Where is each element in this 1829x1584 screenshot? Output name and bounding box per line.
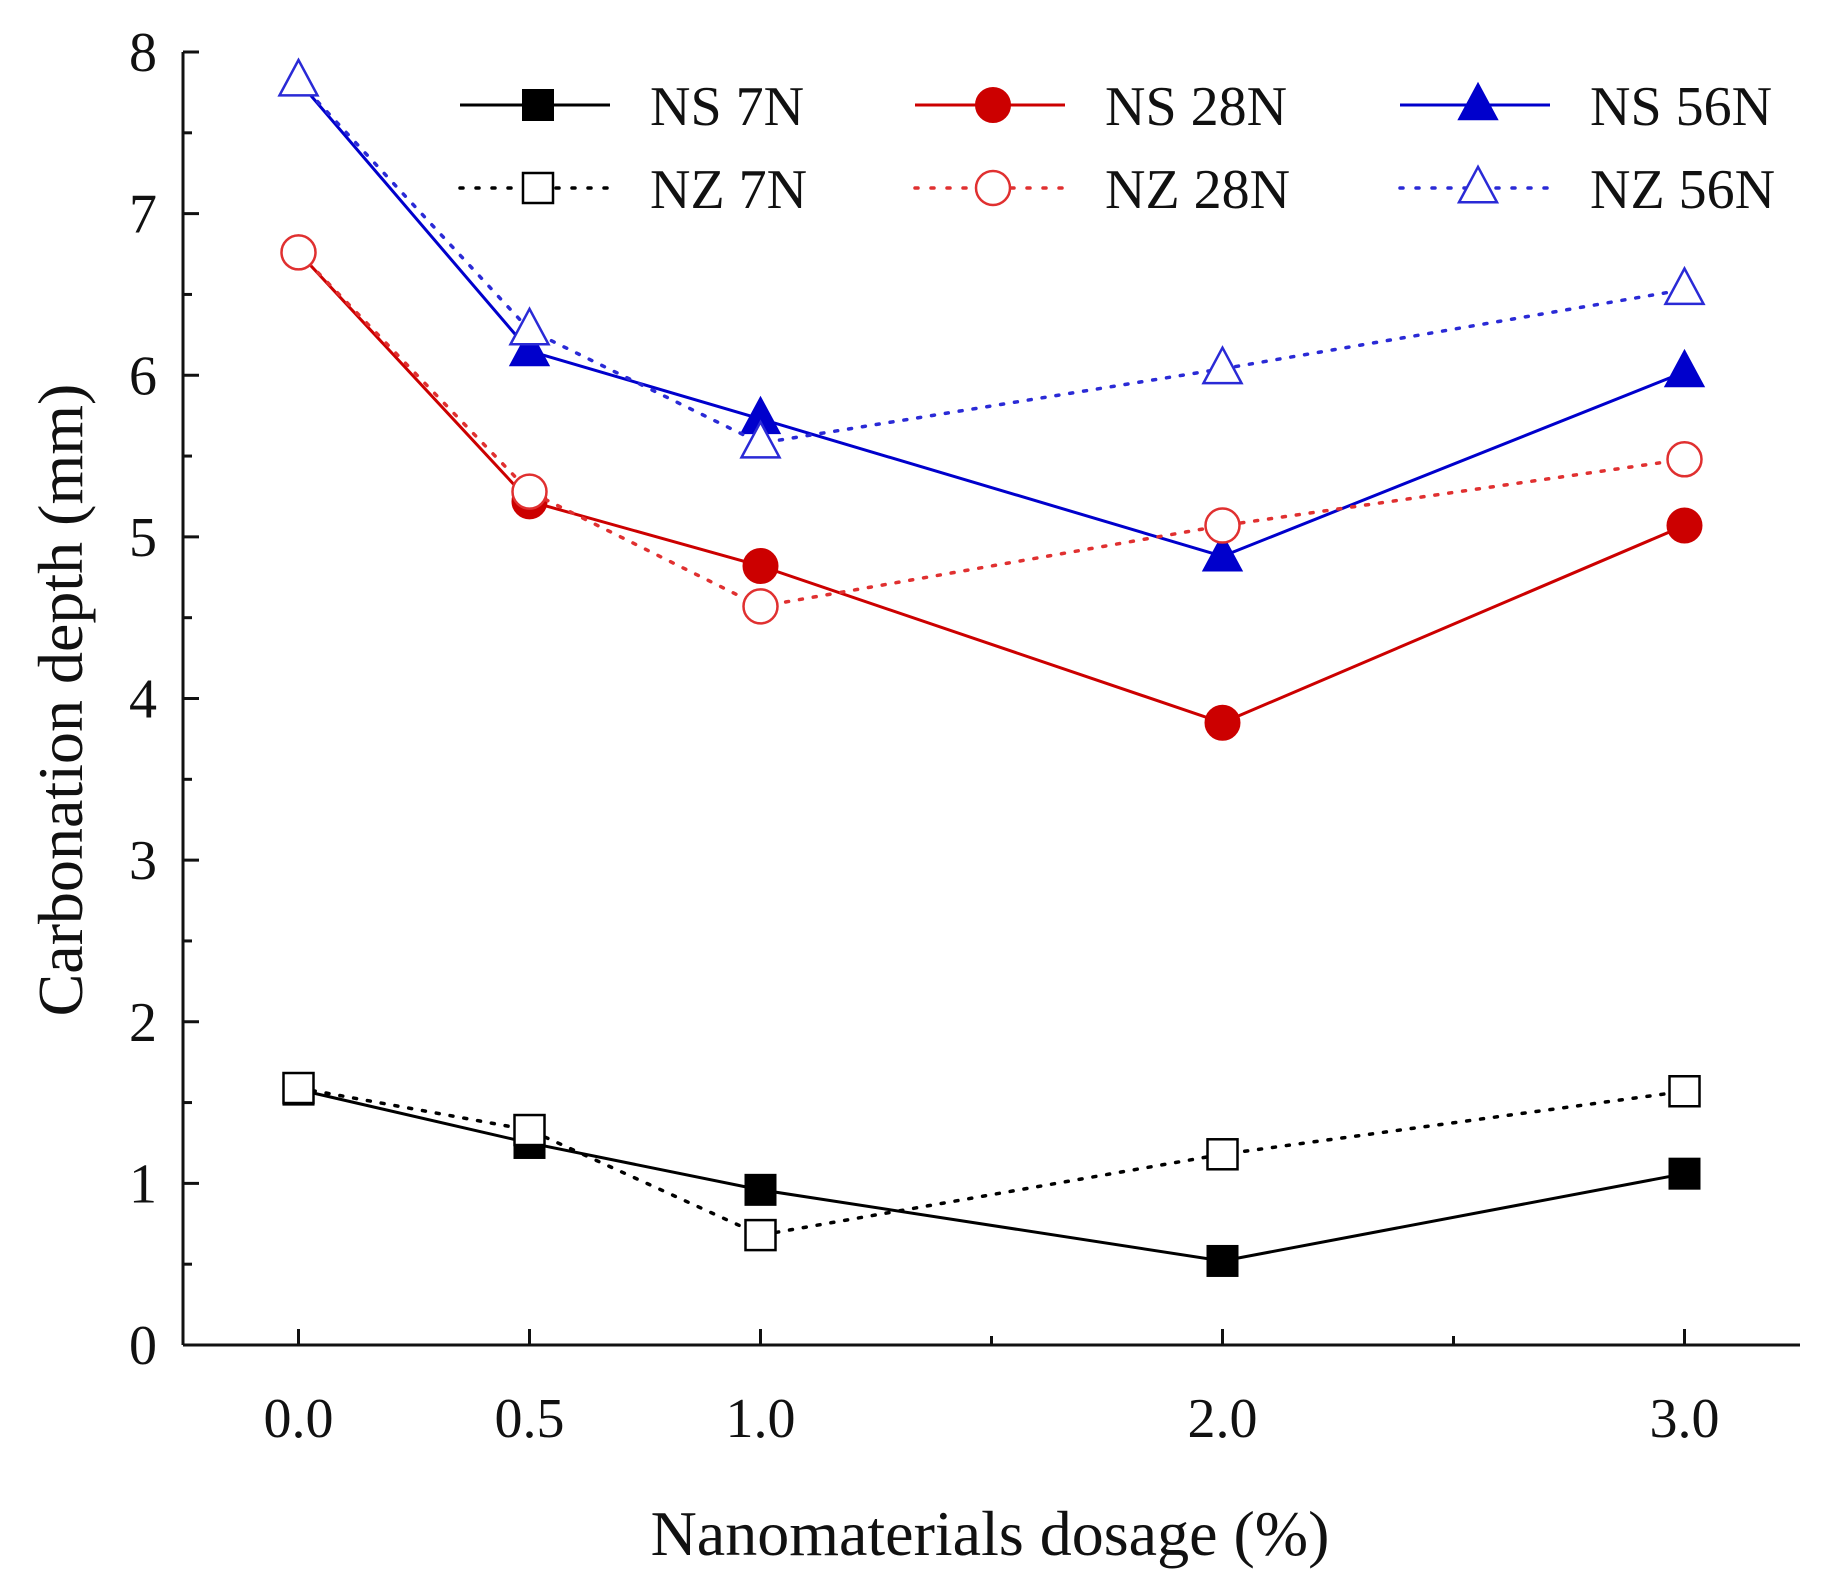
legend: NS 7N NS 28N NS 56N NZ 7N NZ 28N NZ 56N: [458, 76, 1775, 221]
legend-item-ns-56n: NS 56N: [1400, 76, 1772, 138]
legend-label: NS 56N: [1590, 76, 1772, 138]
y-tick-label: 7: [129, 184, 157, 246]
data-point-nz-28n: [511, 473, 548, 510]
x-ticks: 0.0 0.5 1.0 2.0 3.0: [264, 1329, 1720, 1450]
legend-item-ns-7n: NS 7N: [460, 76, 804, 138]
legend-label: NZ 56N: [1590, 159, 1775, 221]
series-nz-28n: [280, 234, 1703, 625]
series-line-ns-7n: [298, 1088, 1685, 1263]
data-point-nz-7n: [1206, 1138, 1239, 1171]
data-point-ns-7n: [1206, 1244, 1239, 1277]
data-point-ns-7n: [1668, 1157, 1701, 1190]
series-ns-7n: [282, 1073, 1701, 1277]
data-point-ns-56n: [1663, 348, 1706, 388]
data-point-nz-28n: [280, 234, 317, 271]
data-point-nz-7n: [282, 1071, 315, 1105]
y-axis-title: Carbonation depth (mm): [25, 384, 96, 1017]
legend-marker: [975, 87, 1011, 123]
x-tick-label: 0.0: [264, 1388, 334, 1450]
series-ns-56n: [277, 57, 1706, 572]
y-tick-label: 8: [129, 22, 157, 84]
x-tick-label: 1.0: [726, 1388, 796, 1450]
data-point-ns-56n: [508, 327, 551, 367]
legend-marker: [1457, 81, 1499, 121]
y-ticks: 0 1 2 3 4 5 6 7 8: [129, 22, 199, 1377]
legend-item-nz-7n: NZ 7N: [458, 159, 807, 221]
data-point-nz-28n: [742, 588, 779, 625]
data-point-nz-56n: [508, 306, 551, 346]
y-tick-label: 6: [129, 345, 157, 407]
legend-label: NS 7N: [650, 76, 804, 138]
legend-label: NZ 28N: [1105, 159, 1290, 221]
data-point-ns-28n: [1666, 507, 1703, 544]
data-point-nz-7n: [513, 1113, 546, 1147]
x-tick-label: 3.0: [1650, 1388, 1720, 1450]
data-point-nz-7n: [1668, 1074, 1701, 1108]
legend-marker: [1456, 164, 1500, 204]
data-point-nz-56n: [277, 57, 320, 97]
data-point-nz-28n: [1666, 441, 1703, 478]
series-nz-7n: [282, 1071, 1701, 1252]
series-line-nz-56n: [296, 79, 1687, 445]
data-point-nz-56n: [1663, 265, 1706, 306]
y-tick-label: 4: [129, 669, 157, 731]
y-tick-label: 3: [129, 830, 157, 892]
legend-item-ns-28n: NS 28N: [915, 76, 1287, 138]
data-point-ns-56n: [1201, 533, 1244, 572]
data-point-nz-28n: [1204, 507, 1241, 544]
series-line-ns-56n: [297, 80, 1686, 558]
legend-marker: [522, 89, 554, 121]
data-point-nz-7n: [744, 1218, 777, 1252]
x-tick-label: 2.0: [1188, 1388, 1258, 1450]
data-point-nz-56n: [739, 419, 782, 459]
y-tick-label: 0: [129, 1315, 157, 1377]
legend-item-nz-28n: NZ 28N: [913, 159, 1290, 221]
legend-marker: [974, 169, 1012, 207]
y-tick-label: 1: [129, 1153, 157, 1215]
legend-marker: [521, 171, 555, 205]
legend-label: NZ 7N: [650, 159, 807, 221]
y-tick-label: 5: [129, 507, 157, 569]
data-point-nz-56n: [1201, 345, 1244, 385]
data-point-ns-28n: [742, 547, 779, 584]
data-point-ns-7n: [744, 1173, 777, 1206]
series-line-nz-28n: [296, 250, 1687, 609]
series-layer: [277, 57, 1706, 1277]
data-point-ns-28n: [1204, 704, 1241, 741]
series-nz-56n: [277, 57, 1706, 459]
x-axis-title: Nanomaterials dosage (%): [651, 1498, 1330, 1569]
legend-item-nz-56n: NZ 56N: [1398, 159, 1775, 221]
plot-area: 0 1 2 3 4 5 6 7 8 0.0 0.5 1.0 2.0 3.0: [129, 22, 1800, 1450]
legend-label: NS 28N: [1105, 76, 1287, 138]
x-tick-label: 0.5: [495, 1388, 565, 1450]
y-tick-label: 2: [129, 992, 157, 1054]
